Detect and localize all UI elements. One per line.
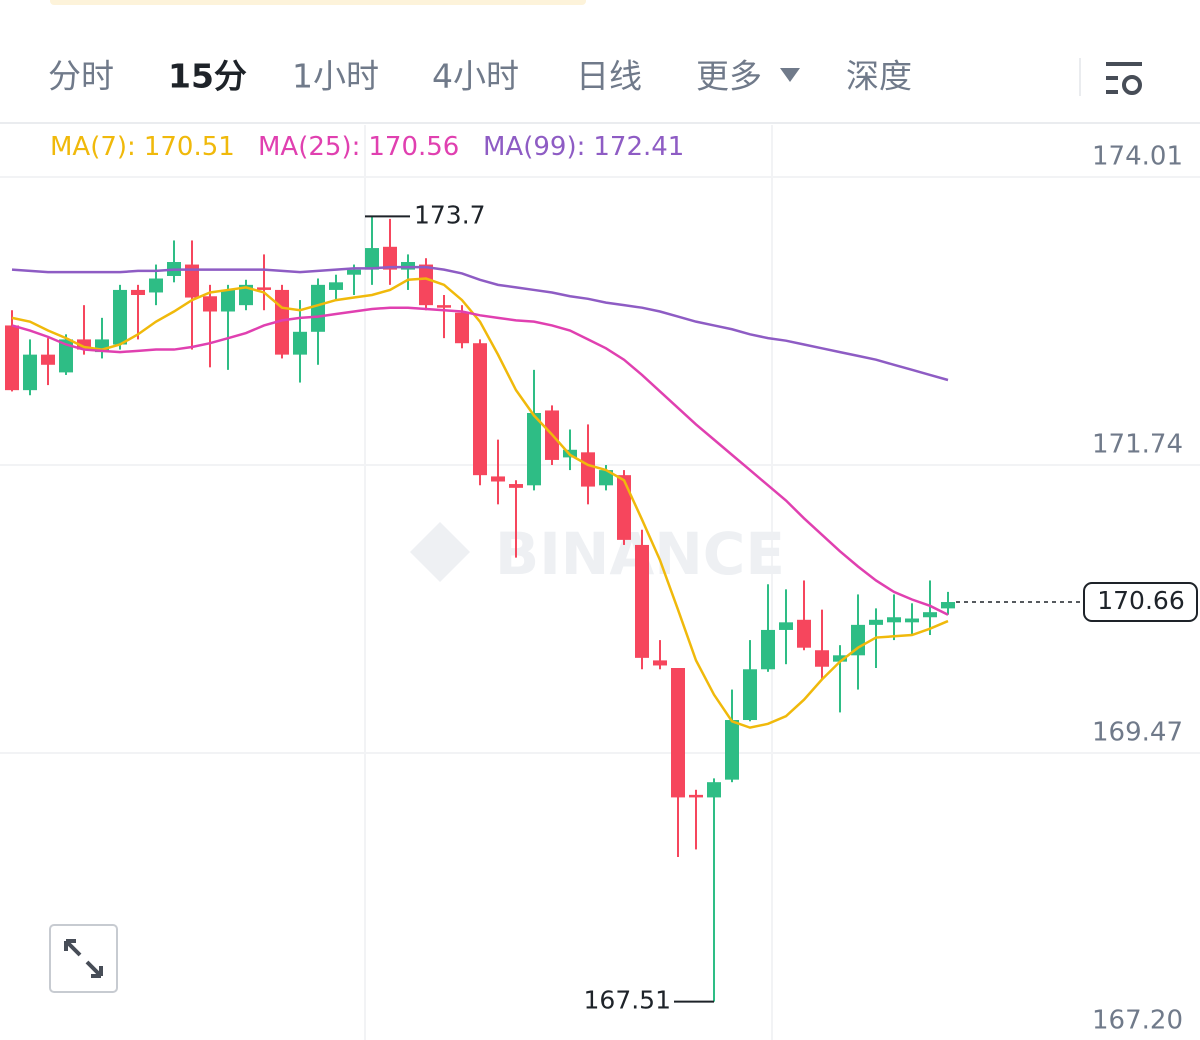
candle-body xyxy=(401,262,415,270)
candle-body xyxy=(869,619,883,625)
candle-body xyxy=(851,624,865,656)
tab[interactable]: 日线 xyxy=(576,57,642,96)
candle-body xyxy=(239,284,253,306)
candle-body xyxy=(779,622,793,630)
candle-body xyxy=(491,476,505,482)
legend-entry: MA(7): 170.51 xyxy=(50,132,235,162)
candle-body xyxy=(77,339,91,350)
tab[interactable]: 深度 xyxy=(846,57,912,96)
last-price-label: 170.66 xyxy=(1097,586,1184,615)
settings-icon[interactable] xyxy=(1106,62,1142,95)
candle-body xyxy=(797,619,811,648)
y-tick-label: 174.01 xyxy=(1092,142,1183,172)
tab[interactable]: 更多 xyxy=(696,57,762,96)
legend-name: MA(25): xyxy=(258,132,360,162)
candle-body xyxy=(761,629,775,670)
ma-line xyxy=(11,277,949,729)
candle-body xyxy=(185,264,199,298)
candle-body xyxy=(581,452,595,487)
candle-body xyxy=(833,655,847,662)
candle-body xyxy=(599,470,613,486)
low-label: 167.51 xyxy=(584,986,671,1015)
candle-body xyxy=(509,484,523,488)
more-arrow xyxy=(780,68,800,82)
candle-body xyxy=(617,475,631,540)
candle-body xyxy=(887,617,901,623)
candle-body xyxy=(23,354,37,391)
candle-body xyxy=(365,248,379,270)
legend-entry: MA(99): 172.41 xyxy=(483,132,684,162)
legend-value: 170.56 xyxy=(368,132,459,162)
candle-body xyxy=(941,602,955,609)
candle-body xyxy=(329,282,343,290)
legend-name: MA(7): xyxy=(50,132,136,162)
candle-body xyxy=(257,287,271,290)
last-price-box xyxy=(1083,582,1198,623)
expand-button[interactable] xyxy=(49,924,118,993)
candle-body xyxy=(311,284,325,332)
candle-body xyxy=(113,289,127,345)
tab[interactable]: 4小时 xyxy=(432,57,519,96)
candle-body xyxy=(725,720,739,780)
candle-body xyxy=(743,669,757,721)
watermark-logo xyxy=(410,522,470,582)
candle-body xyxy=(5,325,19,391)
candle-body xyxy=(905,618,919,623)
candle-body xyxy=(923,612,937,618)
candle-body xyxy=(293,331,307,355)
legend-entry: MA(25): 170.56 xyxy=(258,132,459,162)
candle-body xyxy=(473,343,487,476)
candle-body xyxy=(671,668,685,798)
high-label: 173.7 xyxy=(414,200,486,229)
candle-body xyxy=(221,289,235,312)
top-strip xyxy=(50,0,586,5)
legend-value: 170.51 xyxy=(144,132,235,162)
candle-body xyxy=(149,278,163,293)
legend-name: MA(99): xyxy=(483,132,585,162)
candle-body xyxy=(689,794,703,798)
candle-body xyxy=(347,269,361,275)
candle-body xyxy=(383,246,397,270)
candle-body xyxy=(131,289,145,296)
tab[interactable]: 1小时 xyxy=(292,57,379,96)
candle-body xyxy=(419,264,433,306)
y-tick-label: 167.20 xyxy=(1092,1006,1183,1036)
candle-body xyxy=(653,660,667,666)
candle-body xyxy=(707,782,721,798)
candle-body xyxy=(41,354,55,365)
candle-body xyxy=(437,305,451,308)
candle-body xyxy=(59,339,73,373)
candle-body xyxy=(203,296,217,312)
ma-line xyxy=(11,306,949,616)
candle-body xyxy=(455,312,469,344)
candle-body xyxy=(635,544,649,658)
candle-body xyxy=(815,650,829,667)
candle-body xyxy=(527,412,541,486)
legend-value: 172.41 xyxy=(593,132,684,162)
y-tick-label: 169.47 xyxy=(1092,718,1183,748)
y-tick-label: 171.74 xyxy=(1092,430,1183,460)
ma-line xyxy=(11,265,949,382)
tab[interactable]: 分时 xyxy=(48,57,114,96)
tab[interactable]: 15分 xyxy=(168,57,247,96)
